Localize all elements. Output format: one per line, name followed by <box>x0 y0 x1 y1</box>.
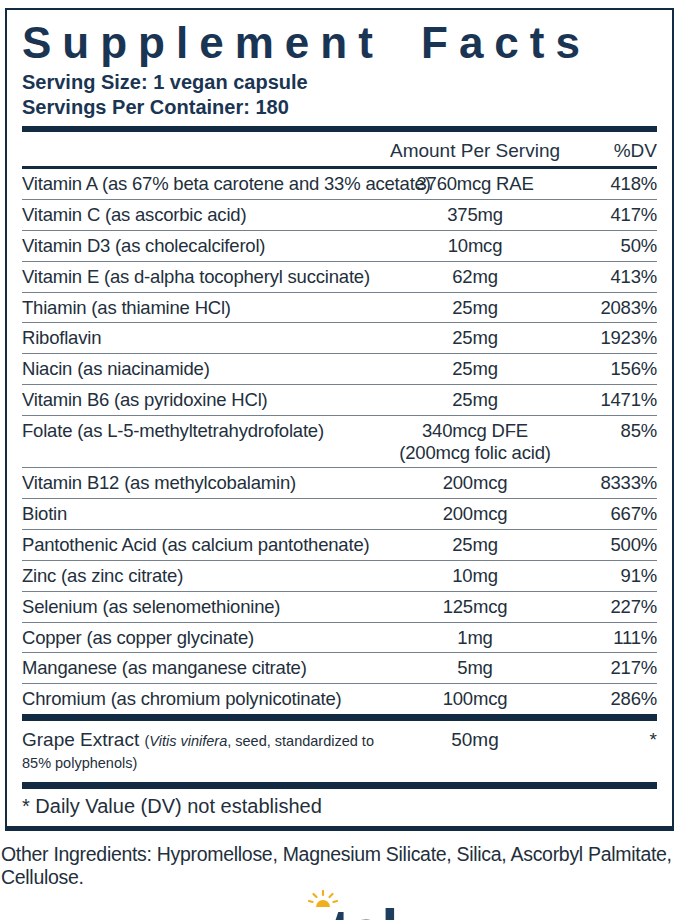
other-ingredients-text: Other Ingredients: Hypromellose, Magnesi… <box>1 843 679 889</box>
nutrient-dv: 156% <box>565 358 657 380</box>
nutrient-name: Vitamin D3 (as cholecalciferol) <box>22 235 385 257</box>
nutrient-amount: 62mg <box>385 266 565 288</box>
nutrient-name: Selenium (as selenomethionine) <box>22 596 385 618</box>
nutrient-amount: 5mg <box>385 657 565 679</box>
serving-size-line: Serving Size: 1 vegan capsule <box>22 70 657 95</box>
nutrient-amount: 25mg <box>385 358 565 380</box>
nutrient-row: Pantothenic Acid (as calcium pantothenat… <box>22 530 657 561</box>
nutrient-dv: 217% <box>565 657 657 679</box>
nutrient-row: Vitamin D3 (as cholecalciferol) 10mcg 50… <box>22 231 657 262</box>
nutrient-row: Selenium (as selenomethionine) 125mcg 22… <box>22 592 657 623</box>
nutrient-name: Vitamin B12 (as methylcobalamin) <box>22 472 385 494</box>
nutrient-dv: 8333% <box>565 472 657 494</box>
nutrient-row: Chromium (as chromium polynicotinate) 10… <box>22 684 657 714</box>
nutrient-amount: 25mg <box>385 297 565 319</box>
nutrient-row: Zinc (as zinc citrate) 10mg 91% <box>22 561 657 592</box>
thick-divider-pre-grape <box>22 714 657 721</box>
nutrient-dv: 413% <box>565 266 657 288</box>
grape-extract-row: Grape Extract (Vitis vinifera, seed, sta… <box>22 721 657 782</box>
supplement-facts-title: Supplement Facts <box>22 20 657 66</box>
nutrient-amount: 25mg <box>385 534 565 556</box>
nutrient-row: Manganese (as manganese citrate) 5mg 217… <box>22 653 657 684</box>
nutrient-amount: 200mcg <box>385 503 565 525</box>
nutrient-row: Vitamin A (as 67% beta carotene and 33% … <box>22 169 657 200</box>
nutrient-dv: 111% <box>565 627 657 649</box>
nutrient-amount: 25mg <box>385 327 565 349</box>
sun-icon <box>308 890 338 908</box>
nutrient-row: Vitamin B12 (as methylcobalamin) 200mcg … <box>22 468 657 499</box>
nutrient-amount: 100mcg <box>385 688 565 710</box>
brand-letters-tal: tal <box>330 903 396 920</box>
nutrient-name: Vitamin A (as 67% beta carotene and 33% … <box>22 173 385 195</box>
grape-extract-name: Grape Extract (Vitis vinifera, seed, sta… <box>22 729 385 773</box>
brand-letter-i: ı <box>315 903 330 920</box>
nutrient-name: Zinc (as zinc citrate) <box>22 565 385 587</box>
nutrient-dv: 1471% <box>565 389 657 411</box>
nutrient-dv: 85% <box>565 420 657 442</box>
nutrient-row: Copper (as copper glycinate) 1mg 111% <box>22 623 657 654</box>
nutrient-amount: 25mg <box>385 389 565 411</box>
nutrient-name: Vitamin C (as ascorbic acid) <box>22 204 385 226</box>
nutrient-row: Vitamin C (as ascorbic acid) 375mg 417% <box>22 200 657 231</box>
nutrient-dv: 667% <box>565 503 657 525</box>
supplement-facts-panel: Supplement Facts Serving Size: 1 vegan c… <box>5 8 674 831</box>
nutrient-row: Folate (as L-5-methyltetrahydrofolate) 3… <box>22 416 657 469</box>
nutrient-name: Thiamin (as thiamine HCl) <box>22 297 385 319</box>
nutrient-dv: 418% <box>565 173 657 195</box>
nutrient-amount: 3760mcg RAE <box>385 173 565 195</box>
column-header-row: Amount Per Serving %DV <box>22 137 657 166</box>
thick-divider-top <box>22 126 657 132</box>
nutrient-dv: 2083% <box>565 297 657 319</box>
nutrient-rows: Vitamin A (as 67% beta carotene and 33% … <box>22 169 657 714</box>
nutrient-dv: 50% <box>565 235 657 257</box>
nutrient-dv: 1923% <box>565 327 657 349</box>
nutrient-dv: 500% <box>565 534 657 556</box>
nutrient-row: Riboflavin 25mg 1923% <box>22 323 657 354</box>
nutrient-row: Vitamin E (as d-alpha tocopheryl succina… <box>22 262 657 293</box>
nutrient-row: Vitamin B6 (as pyridoxine HCl) 25mg 1471… <box>22 385 657 416</box>
nutrient-name: Biotin <box>22 503 385 525</box>
nutrient-row: Biotin 200mcg 667% <box>22 499 657 530</box>
nutrient-name: Vitamin B6 (as pyridoxine HCl) <box>22 389 385 411</box>
nutrient-name: Folate (as L-5-methyltetrahydrofolate) <box>22 420 385 442</box>
daily-value-footnote: * Daily Value (DV) not established <box>22 789 657 820</box>
nutrient-row: Thiamin (as thiamine HCl) 25mg 2083% <box>22 293 657 324</box>
nutrient-name: Copper (as copper glycinate) <box>22 627 385 649</box>
nutrient-name: Vitamin E (as d-alpha tocopheryl succina… <box>22 266 385 288</box>
nutrient-name: Manganese (as manganese citrate) <box>22 657 385 679</box>
nutrient-amount: 200mcg <box>385 472 565 494</box>
percent-dv-header: %DV <box>565 140 657 162</box>
nutrient-dv: 227% <box>565 596 657 618</box>
nutrient-amount: 375mg <box>385 204 565 226</box>
grape-extract-amount: 50mg <box>385 729 565 751</box>
nutrient-row: Niacin (as niacinamide) 25mg 156% <box>22 354 657 385</box>
nutrient-dv: 286% <box>565 688 657 710</box>
nutrient-amount: 10mcg <box>385 235 565 257</box>
nutrient-name: Pantothenic Acid (as calcium pantothenat… <box>22 534 385 556</box>
nutrient-amount: 125mcg <box>385 596 565 618</box>
nutrient-amount: 340mcg DFE (200mcg folic acid) <box>385 420 565 464</box>
nutrient-amount: 1mg <box>385 627 565 649</box>
nutrient-amount: 10mg <box>385 565 565 587</box>
servings-per-container-line: Servings Per Container: 180 <box>22 95 657 120</box>
vital-nutrients-logo: v ıtal NUTRIENTS <box>0 903 679 920</box>
grape-extract-dv: * <box>565 729 657 751</box>
nutrient-name: Chromium (as chromium polynicotinate) <box>22 688 385 710</box>
nutrient-name: Riboflavin <box>22 327 385 349</box>
nutrient-name: Niacin (as niacinamide) <box>22 358 385 380</box>
nutrient-dv: 417% <box>565 204 657 226</box>
amount-per-serving-header: Amount Per Serving <box>385 140 565 162</box>
thick-divider-post-grape <box>22 782 657 789</box>
nutrient-dv: 91% <box>565 565 657 587</box>
brand-wordmark: v ıtal <box>282 903 396 920</box>
